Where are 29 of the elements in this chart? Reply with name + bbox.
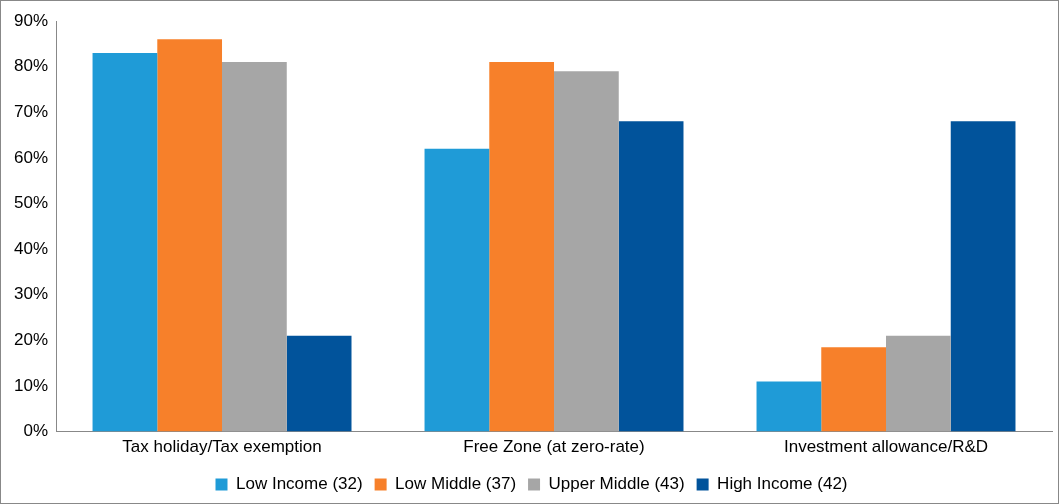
bar [618,121,684,432]
bar [286,335,352,432]
y-tick-label: 10% [13,375,49,395]
legend-label: Low Middle (37) [395,474,517,494]
bar [821,347,886,432]
bar [157,39,223,432]
bar [92,52,158,432]
y-tick-label: 90% [13,10,49,30]
y-tick-label: 70% [13,101,49,121]
bar [489,62,555,432]
x-tick-label: Free Zone (at zero-rate) [463,437,645,457]
legend-label: Upper Middle (43) [548,474,685,494]
y-tick-label: 0% [23,421,49,441]
bar [950,121,1016,432]
y-tick-label: 30% [13,284,49,304]
bar [554,71,619,432]
x-tick-label: Tax holiday/Tax exemption [122,437,322,457]
bar [886,335,951,432]
legend-label: High Income (42) [717,474,848,494]
y-tick-label: 40% [13,238,49,258]
y-tick-label: 80% [13,56,49,76]
legend-label: Low Income (32) [236,474,363,494]
bar [222,62,287,432]
y-tick-label: 50% [13,193,49,213]
x-tick-label: Investment allowance/R&D [783,437,989,457]
bar [424,148,490,432]
y-tick-label: 20% [13,330,49,350]
y-tick-label: 60% [13,147,49,167]
bar [756,381,822,432]
